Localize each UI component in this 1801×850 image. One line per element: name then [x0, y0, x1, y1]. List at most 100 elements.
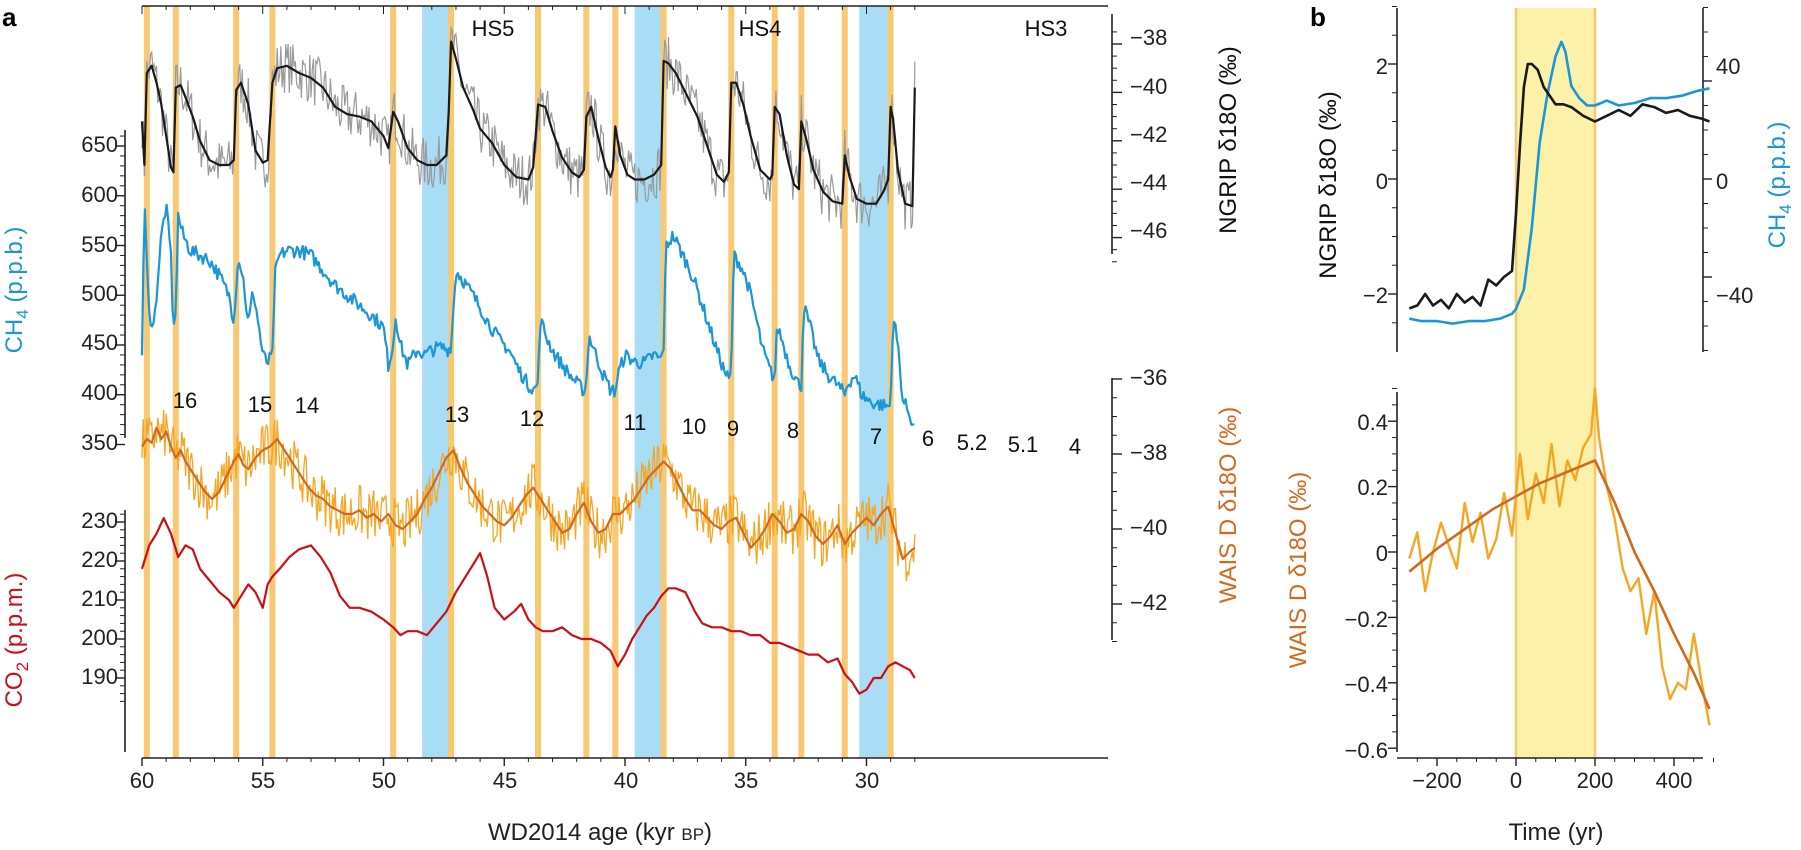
- b-x-tick-m200: −200: [1412, 768, 1462, 793]
- b-wais-tick-0.4: 0.4: [1357, 410, 1388, 435]
- panel-b-x-ticks: [1416, 758, 1714, 766]
- ch4-tick-350: 350: [81, 430, 118, 455]
- event-4-label: 4: [1069, 434, 1081, 459]
- event-labels: 16 15 14 13 12 11 10 9 8 7 6 5.2 5.1 4: [173, 388, 1081, 459]
- hs4-label: HS4: [739, 16, 782, 41]
- panel-a-x-ticks: [141, 758, 916, 766]
- panel-b-wais-label: WAIS D δ18O (‰): [1285, 472, 1312, 669]
- hs5-label: HS5: [472, 16, 515, 41]
- panel-a: a HS5 HS4 HS3 60 55 50 45 40 35 30 WD201…: [1, 2, 1242, 846]
- b-ch4-tick-0: 0: [1716, 169, 1728, 194]
- b-wais-tick-m0.4: −0.4: [1345, 672, 1388, 697]
- warming-onset-band: [660, 6, 667, 758]
- co2-tick-220: 220: [81, 547, 118, 572]
- b-ngrip-tick-0: 0: [1376, 169, 1388, 194]
- x-tick-40: 40: [614, 768, 638, 793]
- event-12-label: 12: [520, 406, 544, 431]
- event-10-label: 10: [682, 414, 706, 439]
- panel-b-ngrip-axis: 2 0 −2 NGRIP δ18O (‰): [1315, 6, 1398, 352]
- wais-raw-line: [141, 410, 916, 582]
- hs3-label: HS3: [1025, 16, 1068, 41]
- x-tick-35: 35: [734, 768, 758, 793]
- ch4-axis: 650 600 550 500 450 400 350 CH4 (p.p.b.): [1, 130, 126, 455]
- ngrip-tick-42: −42: [1130, 122, 1167, 147]
- panel-b-ch4-ticks: [1703, 7, 1712, 351]
- panel-b: b 2 0 −2 NGRIP δ18O (‰) 40 0 −40 CH4 (p.…: [1285, 2, 1795, 846]
- warming-onset-band: [841, 6, 848, 758]
- heinrich-stadial-band-hs3: [859, 6, 891, 758]
- event-13-label: 13: [445, 402, 469, 427]
- warming-onset-band: [143, 6, 150, 758]
- co2-line: [140, 517, 916, 695]
- event-15-label: 15: [248, 392, 272, 417]
- ngrip-ticks: [1112, 31, 1122, 263]
- panel-b-wais-axis: 0.4 0.2 0 −0.2 −0.4 −0.6 WAIS D δ18O (‰): [1285, 388, 1398, 763]
- co2-tick-230: 230: [81, 508, 118, 533]
- b-wais-tick-m0.6: −0.6: [1345, 738, 1388, 763]
- co2-axis-label: CO2 (p.p.m.): [1, 573, 32, 708]
- heinrich-stadial-band-hs4: [634, 6, 664, 758]
- event-14-label: 14: [295, 393, 319, 418]
- co2-tick-190: 190: [81, 664, 118, 689]
- transition-interval-band: [1516, 8, 1595, 758]
- ngrip-tick-46: −46: [1130, 218, 1167, 243]
- panel-a-top-ticks: [141, 6, 916, 14]
- b-ch4-line: [1409, 40, 1710, 325]
- b-ngrip-tick-m2: −2: [1363, 283, 1388, 308]
- warming-onset-band: [771, 6, 778, 758]
- panel-b-wais-ticks: [1388, 388, 1397, 749]
- warming-onset-band: [612, 6, 619, 758]
- event-5-1-label: 5.1: [1008, 432, 1039, 457]
- wais-smoothed-line: [141, 426, 916, 561]
- panel-b-x-axis: −200 0 200 400 Time (yr): [1397, 757, 1714, 846]
- wais-tick-40: −40: [1130, 515, 1167, 540]
- ngrip-tick-38: −38: [1130, 25, 1167, 50]
- event-6-label: 6: [922, 426, 934, 451]
- event-9-label: 9: [727, 416, 739, 441]
- panel-b-ch4-label: CH4 (p.p.b.): [1764, 122, 1795, 249]
- wais-tick-42: −42: [1130, 590, 1167, 615]
- panel-b-ngrip-ticks: [1388, 6, 1397, 324]
- b-wais-line: [1408, 387, 1711, 726]
- co2-tick-200: 200: [81, 625, 118, 650]
- wais-ticks: [1112, 378, 1122, 642]
- ch4-tick-450: 450: [81, 330, 118, 355]
- x-tick-45: 45: [493, 768, 517, 793]
- b-wais-fit-line: [1408, 459, 1711, 710]
- ch4-axis-label: CH4 (p.p.b.): [1, 227, 32, 354]
- b-wais-tick-0: 0: [1376, 541, 1388, 566]
- event-8-label: 8: [787, 418, 799, 443]
- panel-a-x-axis: 60 55 50 45 40 35 30 WD2014 age (kyr BP): [130, 757, 1108, 846]
- ch4-tick-500: 500: [81, 281, 118, 306]
- b-ch4-tick-40: 40: [1716, 54, 1740, 79]
- b-ch4-tick-m40: −40: [1716, 283, 1753, 308]
- heinrich-stadial-band-hs5: [422, 6, 452, 758]
- wais-axis: −36 −38 −40 −42 WAIS D δ18O (‰): [1111, 365, 1242, 642]
- panel-b-ngrip-label: NGRIP δ18O (‰): [1315, 91, 1342, 279]
- panel-b-letter: b: [1310, 2, 1326, 32]
- panel-b-x-label: Time (yr): [1508, 819, 1603, 846]
- b-ngrip-line: [1408, 62, 1710, 310]
- ch4-tick-600: 600: [81, 182, 118, 207]
- event-5-2-label: 5.2: [957, 430, 988, 455]
- ch4-line: [140, 203, 915, 426]
- ngrip-axis-label: NGRIP δ18O (‰): [1215, 46, 1242, 234]
- wais-tick-38: −38: [1130, 440, 1167, 465]
- ngrip-axis: −38 −40 −42 −44 −46 NGRIP δ18O (‰): [1111, 14, 1242, 263]
- ch4-tick-400: 400: [81, 380, 118, 405]
- b-ngrip-tick-2: 2: [1376, 54, 1388, 79]
- co2-ticks: [115, 513, 125, 702]
- x-tick-55: 55: [251, 768, 275, 793]
- wais-axis-label: WAIS D δ18O (‰): [1215, 407, 1242, 604]
- warming-onset-band: [448, 6, 455, 758]
- panel-b-bands: [1514, 8, 1597, 758]
- x-tick-60: 60: [130, 768, 154, 793]
- wais-tick-36: −36: [1130, 365, 1167, 390]
- panel-b-series: [1408, 40, 1711, 726]
- panel-b-ch4-axis: 40 0 −40 CH4 (p.p.b.): [1702, 7, 1795, 352]
- warming-onset-band: [233, 6, 240, 758]
- event-11-label: 11: [624, 410, 647, 435]
- panel-a-series: [140, 26, 916, 695]
- warming-onset-band: [269, 6, 276, 758]
